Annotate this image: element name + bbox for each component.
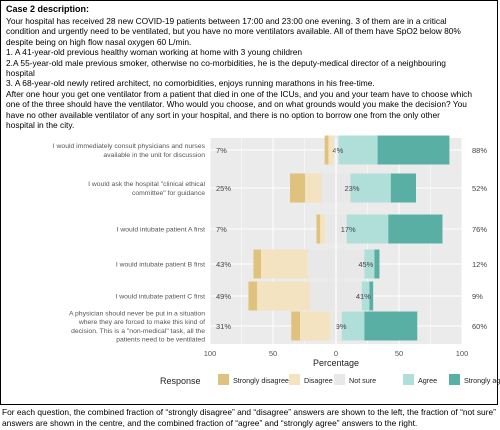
left-percent-label: 7%: [216, 225, 227, 234]
bar-strongly-agree: [374, 249, 380, 279]
item-label: I would immediately consult physicians a…: [53, 143, 206, 150]
bar-strongly-agree: [377, 135, 450, 165]
legend-label: Strongly disagree: [233, 376, 289, 385]
left-percent-label: 49%: [216, 292, 231, 301]
likert-chart: 7% 4% 88% I would immediately consult physi…: [53, 135, 500, 386]
center-percent-label: 23%: [344, 184, 359, 193]
bar-strongly-agree: [388, 214, 443, 244]
bar-strongly-agree: [369, 281, 374, 311]
legend-title: Response: [160, 376, 201, 386]
x-tick-label: 100: [456, 349, 469, 358]
right-percent-label: 9%: [472, 292, 483, 301]
center-percent-label: 45%: [358, 260, 373, 269]
left-percent-label: 43%: [216, 260, 231, 269]
case-title: Case 2 description:: [6, 4, 90, 14]
center-percent-label: 41%: [356, 292, 371, 301]
bar-strongly-disagree: [291, 311, 301, 341]
bar-agree: [346, 214, 389, 244]
item-label: decision. This is a "non-medical" task, …: [71, 328, 205, 335]
right-percent-label: 12%: [472, 260, 487, 269]
bar-strongly-disagree: [253, 249, 262, 279]
item-label: I would intubate patient B first: [116, 262, 205, 269]
center-percent-label: 9%: [336, 322, 347, 331]
left-percent-label: 31%: [216, 322, 231, 331]
item-label: I would intubate patient A first: [117, 227, 206, 234]
legend-label: Agree: [418, 376, 437, 385]
bar-disagree: [300, 311, 331, 341]
legend-swatch: [403, 374, 414, 385]
case-line: hospital in the city.: [6, 120, 75, 131]
bar-agree: [361, 281, 370, 311]
legend-label: Disagree: [304, 376, 333, 385]
bar-strongly-agree: [364, 311, 418, 341]
bar-disagree: [261, 249, 308, 279]
case-description-box: Case 2 description: Your hospital has re…: [0, 0, 498, 405]
case-line: 1. A 41-year-old previous healthy woman …: [6, 47, 303, 58]
legend-swatch: [449, 374, 460, 385]
case-line: condition and urgently need to be ventil…: [6, 26, 461, 37]
bar-agree: [364, 249, 375, 279]
item-label: A physician should never be put in a sit…: [69, 311, 205, 318]
case-line: 3. A 68-year-old newly retired architect…: [6, 78, 375, 89]
bar-disagree: [305, 173, 322, 203]
right-percent-label: 88%: [472, 146, 487, 155]
case-line: have no other available ventilator of an…: [6, 109, 440, 120]
item-label: I would ask the hospital "clinical ethic…: [88, 181, 205, 188]
case-line: one of the three should have the ventila…: [6, 99, 467, 110]
center-percent-label: 17%: [341, 225, 356, 234]
bar-agree: [338, 135, 378, 165]
left-percent-label: 25%: [216, 184, 231, 193]
bar-disagree: [320, 214, 326, 244]
bar-disagree: [328, 135, 334, 165]
legend-label: Strongly agree: [464, 376, 500, 385]
x-tick-label: 50: [269, 349, 277, 358]
case-line: despite being on high flow nasal oxygen …: [6, 36, 192, 47]
x-tick-label: 50: [395, 349, 403, 358]
x-axis-title: Percentage: [313, 358, 359, 368]
item-label: I would intubate patient C first: [115, 294, 205, 301]
case-line: 2.A 55-year-old male previous smoker, ot…: [6, 57, 446, 68]
item-label: available in the unit for discussion: [103, 152, 205, 159]
case-description-text: Your hospital has received 28 new COVID-…: [6, 16, 494, 130]
figure-caption: For each question, the combined fraction…: [2, 407, 496, 428]
bar-agree: [350, 173, 391, 203]
right-percent-label: 60%: [472, 322, 487, 331]
right-percent-label: 52%: [472, 184, 487, 193]
item-label: where they are forced to make this kind …: [78, 319, 205, 326]
item-label: committee" for guidance: [132, 190, 205, 197]
case-line: Your hospital has received 28 new COVID-…: [6, 16, 447, 26]
legend-swatch: [289, 374, 300, 385]
bar-strongly-agree: [390, 173, 417, 203]
legend-label: Not sure: [349, 376, 376, 385]
item-label: patients need to be ventilated: [116, 336, 205, 343]
legend-swatch: [218, 374, 229, 385]
bar-agree: [341, 311, 365, 341]
bar-strongly-disagree: [248, 281, 258, 311]
legend-swatch: [334, 374, 345, 385]
bar-strongly-disagree: [290, 173, 306, 203]
x-tick-label: 100: [204, 349, 217, 358]
left-percent-label: 7%: [216, 146, 227, 155]
x-tick-label: 0: [334, 349, 338, 358]
center-percent-label: 4%: [333, 146, 344, 155]
bar-disagree: [257, 281, 311, 311]
bar-strongly-disagree: [316, 214, 321, 244]
case-line: hospital: [6, 68, 35, 79]
case-line: After one hour you get one ventilator fr…: [6, 88, 473, 99]
right-percent-label: 76%: [472, 225, 487, 234]
bar-strongly-disagree: [324, 135, 329, 165]
